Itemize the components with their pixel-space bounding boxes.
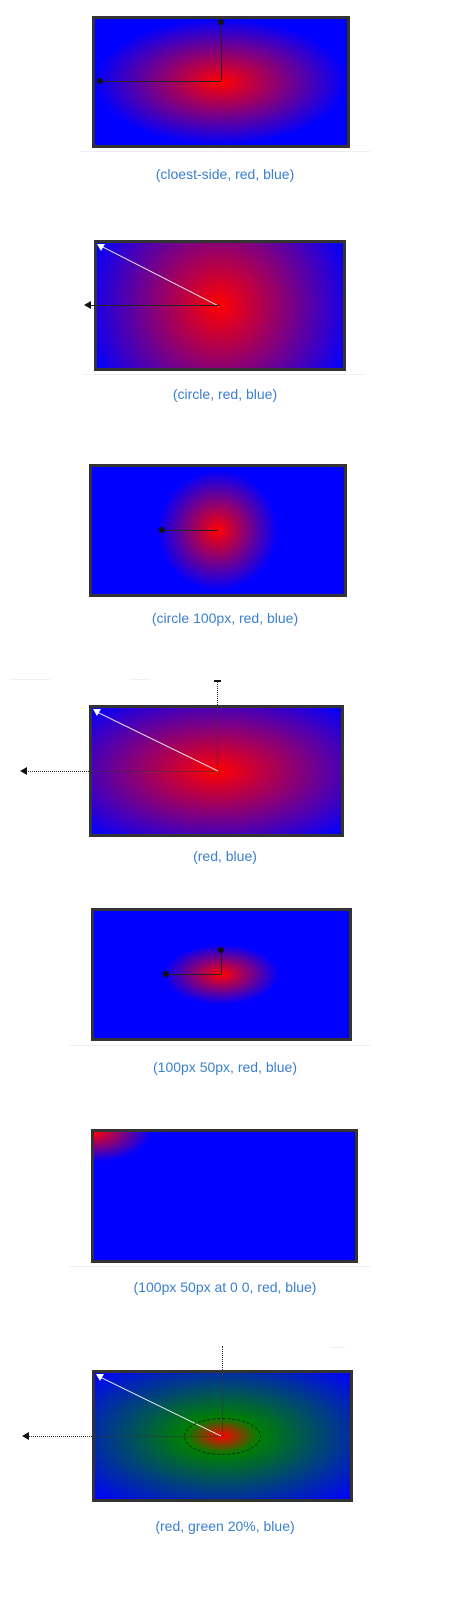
panel-reflection <box>70 1045 370 1046</box>
radius-x-line <box>100 81 221 82</box>
radius-arrow-icon <box>84 301 91 309</box>
panel-reflection <box>10 679 50 680</box>
panel-reflection <box>130 679 150 680</box>
radius-x-endpoint <box>97 78 103 84</box>
gradient-panel-circle-100px <box>89 464 347 597</box>
radius-endpoint <box>159 527 165 533</box>
panel-reflection <box>84 374 364 375</box>
radius-x-line <box>166 974 221 975</box>
caption-at-0-0: (100px 50px at 0 0, red, blue) <box>133 1279 317 1295</box>
radius-y-endpoint <box>218 947 224 953</box>
radius-y-endpoint <box>214 680 221 682</box>
radius-arrow-icon <box>20 767 27 775</box>
caption-circle: (circle, red, blue) <box>172 386 278 402</box>
corner-marker <box>96 1374 104 1381</box>
caption-circle-100px: (circle 100px, red, blue) <box>151 610 299 626</box>
radius-line <box>90 305 220 306</box>
panel-reflection <box>330 1347 345 1348</box>
caption-closest-side: (cloest-side, red, blue) <box>155 166 295 182</box>
radius-y-line <box>221 22 222 81</box>
radius-x-line <box>26 771 217 772</box>
radius-y-line <box>221 950 222 974</box>
caption-100px-50px: (100px 50px, red, blue) <box>153 1059 297 1075</box>
radius-x-line <box>28 1436 222 1437</box>
color-stop-ellipse <box>184 1418 261 1455</box>
radius-y-line <box>217 681 218 771</box>
panel-reflection <box>70 1266 370 1267</box>
caption-default: (red, blue) <box>193 848 257 864</box>
corner-marker <box>97 244 105 251</box>
gradient-panel-at-0-0 <box>91 1129 358 1263</box>
corner-marker <box>93 709 101 716</box>
panel-reflection <box>80 151 370 152</box>
gradient-panel-100px-50px <box>91 908 352 1041</box>
radius-y-line <box>222 1346 223 1436</box>
caption-green-stop: (red, green 20%, blue) <box>155 1518 295 1534</box>
radius-line <box>162 530 218 531</box>
radius-y-endpoint <box>218 19 224 25</box>
radius-arrow-icon <box>22 1432 29 1440</box>
radius-x-endpoint <box>163 971 169 977</box>
